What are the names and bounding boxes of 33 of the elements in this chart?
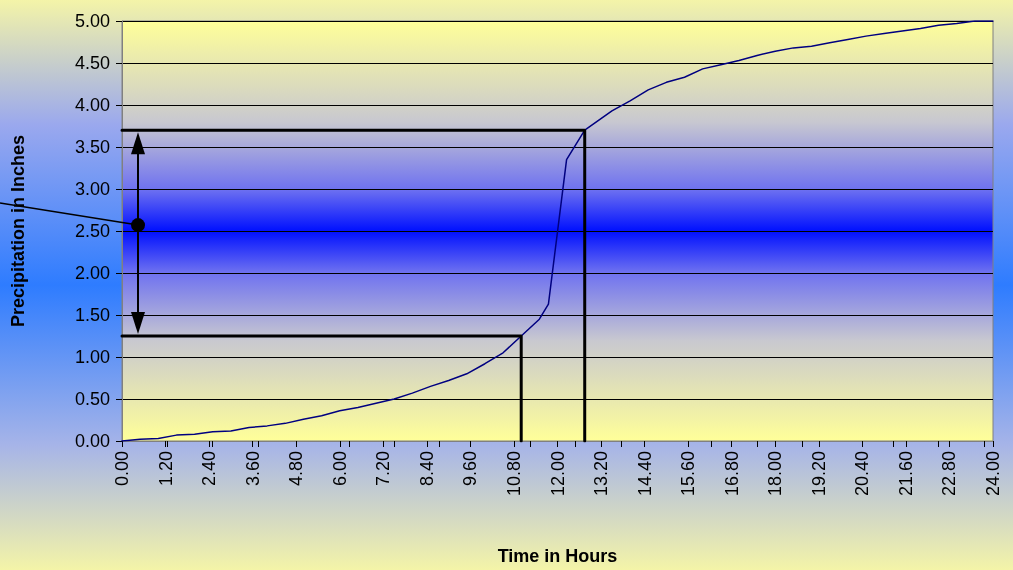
y-tick-label: 0.00 — [74, 431, 110, 451]
y-tick-label: 3.00 — [74, 179, 110, 199]
x-tick-label: 15.60 — [678, 451, 699, 497]
x-tick-label: 18.00 — [765, 451, 786, 497]
x-tick-label: 21.60 — [895, 451, 916, 497]
x-tick-label: 16.80 — [721, 451, 742, 497]
x-tick-label: 10.80 — [503, 451, 524, 497]
x-tick-label: 0.00 — [112, 451, 132, 487]
y-tick-label: 4.00 — [74, 95, 110, 115]
x-tick-label: 8.40 — [416, 451, 437, 487]
x-tick-label: 4.80 — [286, 451, 307, 487]
x-tick-label: 20.40 — [852, 451, 873, 497]
y-tick-label: 2.00 — [74, 263, 110, 283]
y-tick-label: 5.00 — [74, 11, 110, 31]
x-tick-label: 6.00 — [329, 451, 350, 487]
x-tick-label: 7.20 — [373, 451, 394, 487]
x-tick-label: 3.60 — [242, 451, 263, 487]
x-tick-label: 2.40 — [199, 451, 220, 487]
y-tick-label: 1.00 — [74, 347, 110, 367]
y-tick-label: 4.50 — [74, 53, 110, 73]
x-tick-label: 24.00 — [983, 451, 1003, 497]
y-tick-label: 3.50 — [74, 137, 110, 157]
x-tick-label: 13.20 — [591, 451, 612, 497]
x-tick-label: 9.60 — [460, 451, 481, 487]
y-tick-label: 2.50 — [74, 221, 110, 241]
x-tick-label: 22.80 — [939, 451, 960, 497]
y-tick-label: 0.50 — [74, 389, 110, 409]
x-tick-label: 12.00 — [547, 451, 568, 497]
y-tick-label: 1.50 — [74, 305, 110, 325]
x-axis-title: Time in Hours — [497, 546, 618, 566]
x-tick-label: 1.20 — [155, 451, 176, 487]
x-tick-label: 14.40 — [634, 451, 655, 497]
x-tick-label: 19.20 — [808, 451, 829, 497]
